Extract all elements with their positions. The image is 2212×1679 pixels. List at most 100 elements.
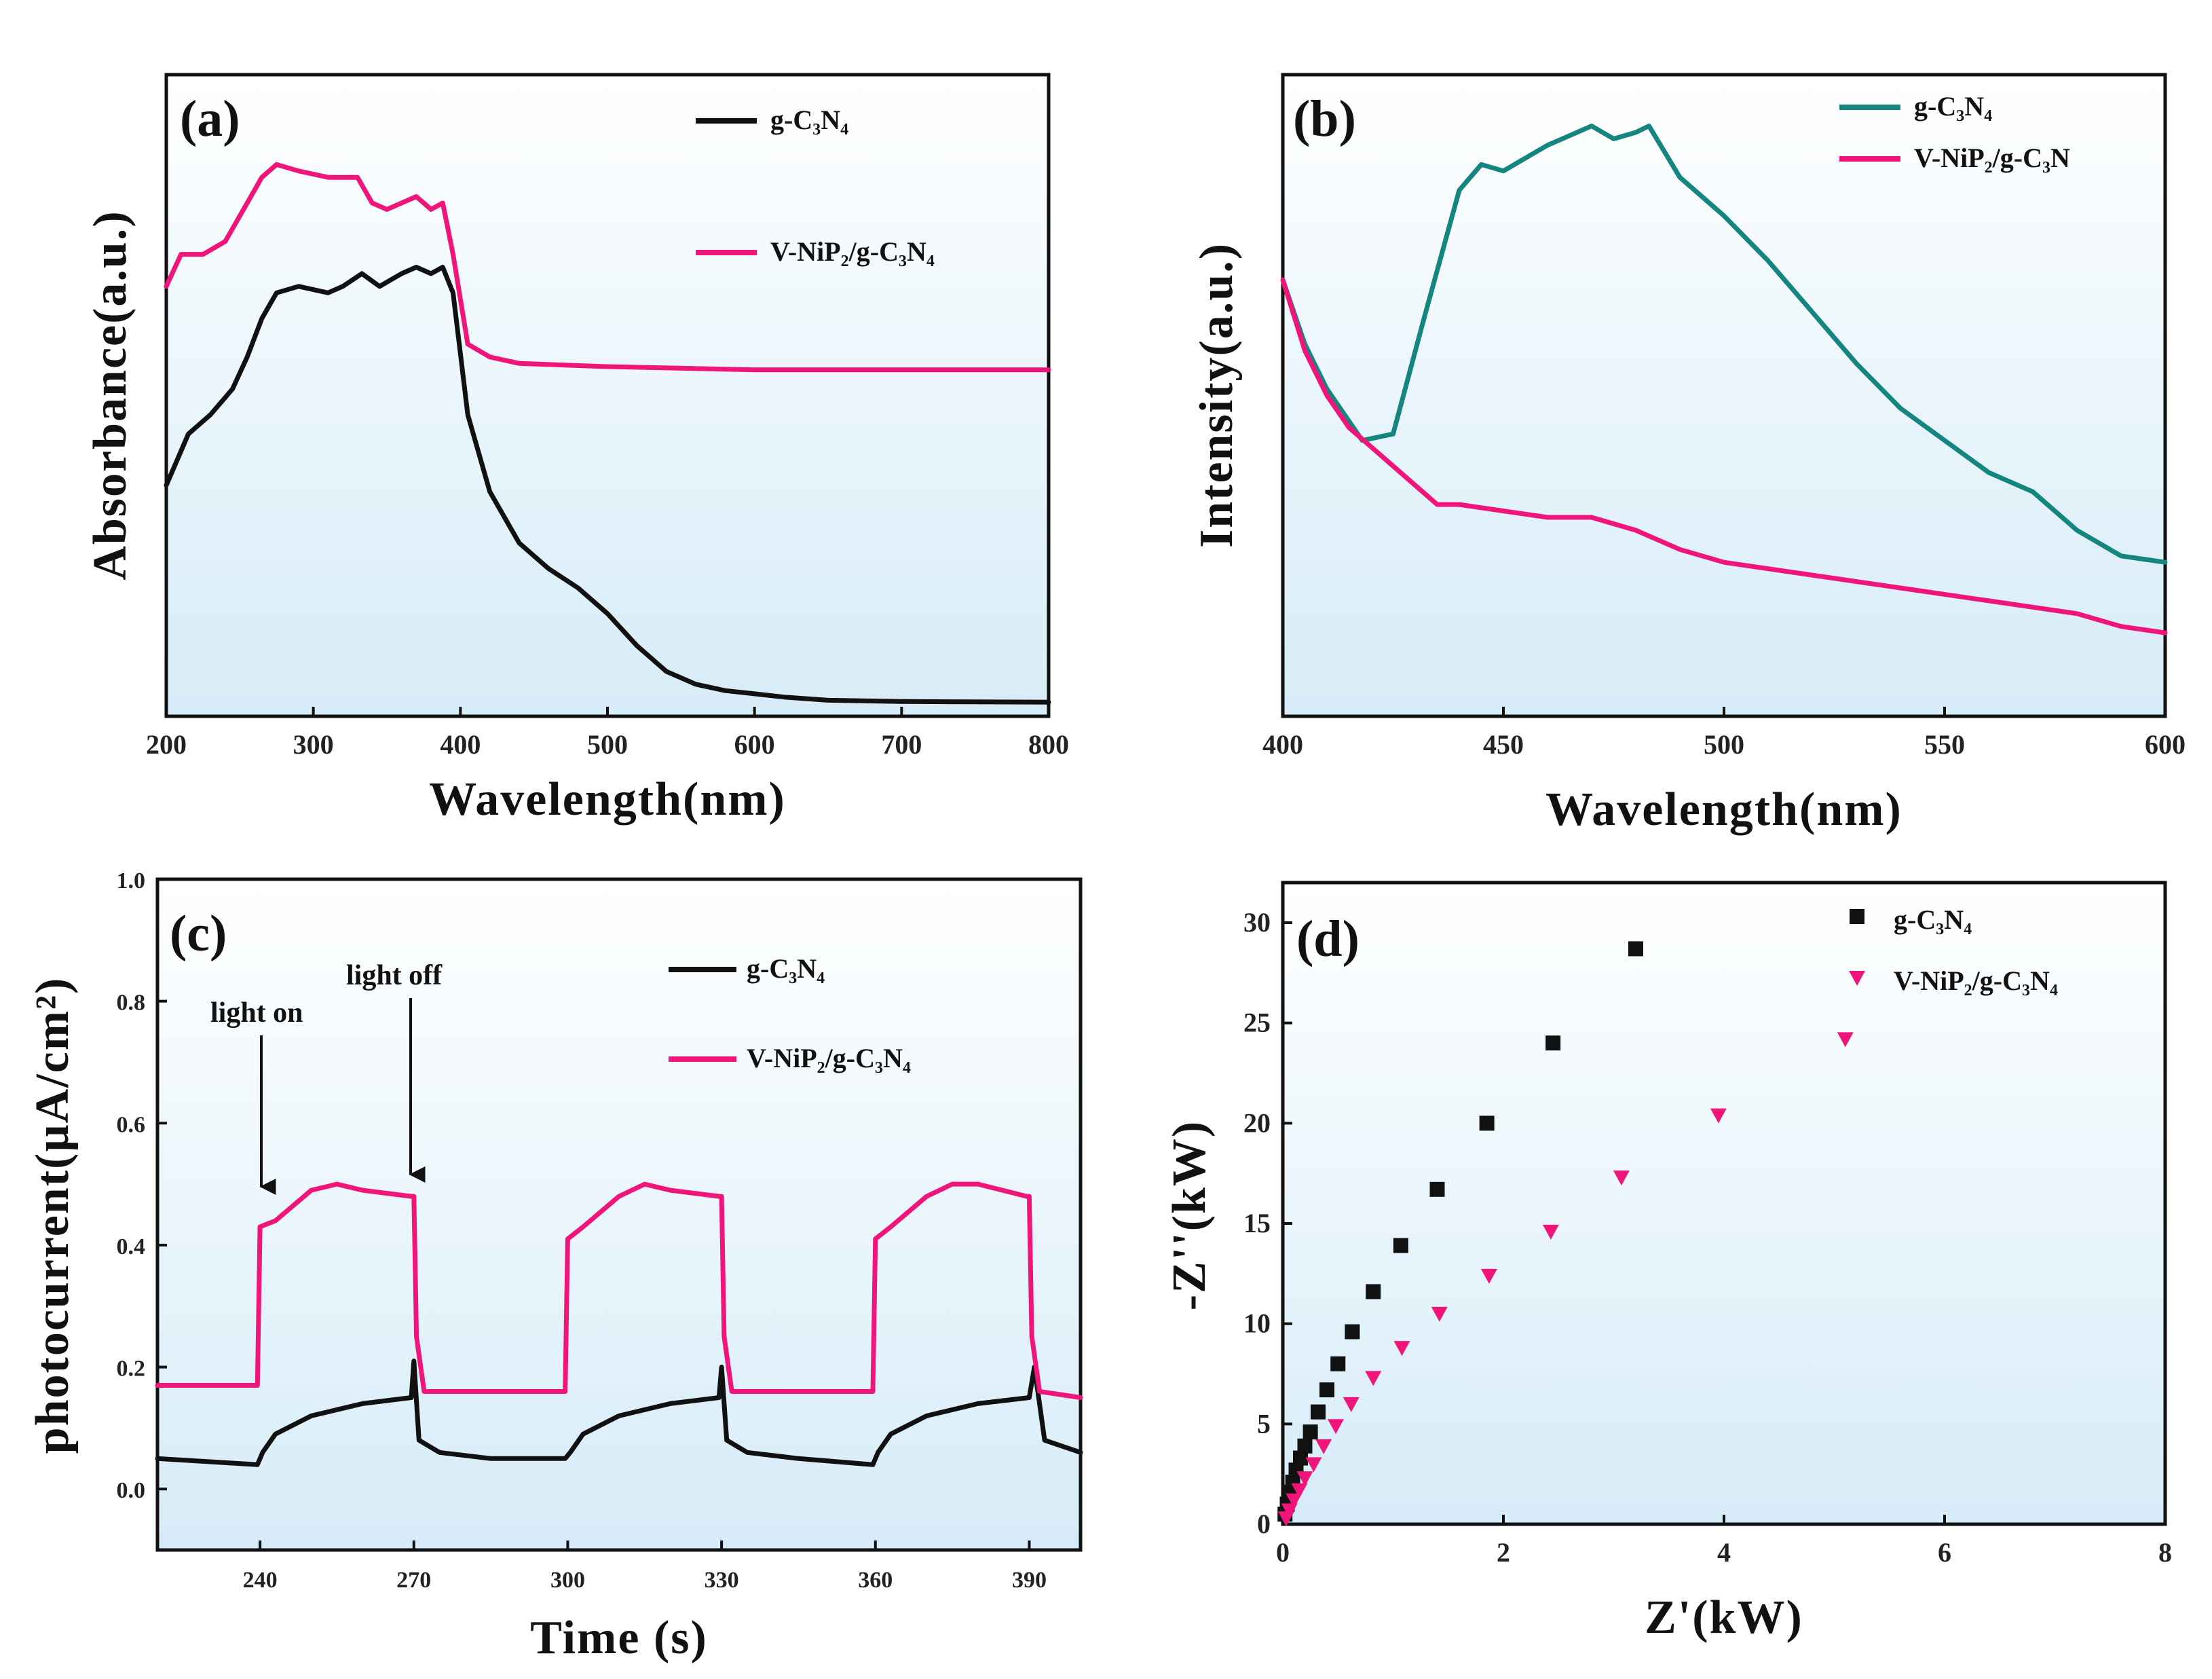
panel-d-point-v-nip-g-c-n (1613, 1170, 1630, 1186)
panel-c: (c) 240 270 300 330 360 390 0.0 0.2 0.4 0.6 0.8 1.… (26, 868, 1083, 1664)
panel-d-point-v-nip-g-c-n (1286, 1493, 1302, 1509)
panel-d-point-v-nip-g-c-n (1710, 1108, 1727, 1124)
panel-c-y-tick-label: 1.0 (117, 868, 146, 893)
panel-a-y-axis-label: Absorbance(a.u.) (84, 210, 136, 580)
panel-d-point-v-nip-g-c-n (1431, 1306, 1448, 1322)
panel-d-point-v-nip-g-c-n (1296, 1471, 1313, 1487)
legend-b-v-nip2-label: V-NiP₂/g-C₃N (1914, 143, 2070, 173)
panel-d-point-g-c-n (1393, 1238, 1408, 1253)
panel-a-x-tick-label: 200 (146, 729, 187, 760)
panel-d-y-ticks: 0 5 10 15 20 25 30 (1243, 907, 1292, 1539)
panel-c-y-axis-label: photocurrent(µA/cm²) (26, 977, 79, 1454)
panel-d-point-g-c-n (1319, 1382, 1334, 1398)
panel-d-point-g-c-n (1479, 1115, 1495, 1131)
legend-d-v-nip2-label: V-NiP₂/g-C₃N₄ (1894, 965, 2058, 996)
panel-d-point-g-c-n (1366, 1284, 1381, 1299)
panel-a-x-tick-label: 600 (734, 729, 775, 760)
panel-b-x-axis-label: Wavelength(nm) (1545, 783, 1902, 836)
panel-d-point-v-nip-g-c-n (1343, 1397, 1360, 1412)
panel-c-x-tick-label: 390 (1012, 1568, 1047, 1593)
panel-d-y-axis-label: -Z''(kW) (1163, 1120, 1216, 1310)
panel-c-x-tick-label: 270 (396, 1568, 431, 1593)
panel-d-y-tick-label: 10 (1243, 1308, 1271, 1339)
panel-d-frame (1281, 881, 2167, 1526)
panel-c-x-axis-label: Time (s) (530, 1612, 708, 1664)
panel-d-point-g-c-n (1302, 1424, 1318, 1440)
panel-a: (a) 200 300 400 500 600 700 800 Wavelength(nm)… (84, 73, 1069, 826)
panel-a-x-tick-label: 300 (293, 729, 334, 760)
panel-c-x-ticks: 240 270 300 330 360 390 (243, 1540, 1047, 1593)
panel-b: (b) 400 450 500 550 600 Wavelength(nm) Inten… (1191, 73, 2186, 836)
panel-c-x-tick-label: 360 (858, 1568, 893, 1593)
panel-d-y-tick-label: 0 (1257, 1509, 1271, 1539)
annotation-light-on: light on (210, 997, 303, 1029)
annotation-light-off: light off (346, 960, 443, 991)
panel-d: (d) 0 2 4 6 8 0 5 10 15 20 25 30 Z'(kW) -Z''(kW) g… (1163, 881, 2172, 1644)
panel-c-series-line-v-nip-g-c-n (155, 1181, 1083, 1400)
panel-d-point-v-nip-g-c-n (1365, 1371, 1382, 1386)
legend-a-g-c3n4-label: g-C₃N₄ (770, 105, 848, 135)
panel-c-x-tick-label: 300 (550, 1568, 585, 1593)
panel-d-point-v-nip-g-c-n (1315, 1439, 1332, 1454)
panel-c-y-tick-label: 0.4 (117, 1234, 146, 1259)
panel-d-point-g-c-n (1293, 1450, 1308, 1466)
panel-c-y-tick-label: 0.8 (117, 991, 146, 1016)
panel-d-point-g-c-n (1297, 1438, 1313, 1454)
panel-d-x-tick-label: 6 (1938, 1537, 1951, 1568)
panel-a-x-ticks: 200 300 400 500 600 700 800 (146, 707, 1069, 760)
panel-b-series-group (1280, 124, 2168, 635)
panel-d-x-tick-label: 0 (1276, 1537, 1290, 1568)
legend-b-g-c3n4-label: g-C₃N₄ (1914, 91, 1992, 122)
panel-b-series-line-v-nip-g-c-n (1280, 277, 2168, 635)
panel-d-point-g-c-n (1628, 941, 1643, 957)
panel-b-label: (b) (1293, 90, 1356, 147)
panel-d-x-tick-label: 4 (1717, 1537, 1731, 1568)
panel-c-label: (c) (170, 905, 227, 962)
panel-b-frame (1281, 73, 2167, 718)
panel-c-y-tick-label: 0.6 (117, 1112, 146, 1137)
panel-a-series-group (164, 162, 1051, 705)
legend-d-g-c3n4-label: g-C₃N₄ (1894, 904, 1972, 935)
panel-d-series-group (1277, 941, 1854, 1527)
panel-b-x-tick-label: 500 (1704, 729, 1744, 760)
panel-d-point-v-nip-g-c-n (1480, 1268, 1497, 1284)
panel-d-x-tick-label: 2 (1497, 1537, 1510, 1568)
panel-c-x-tick-label: 330 (705, 1568, 739, 1593)
legend-c-v-nip2-label: V-NiP₂/g-C₃N₄ (747, 1043, 911, 1073)
legend-a-v-nip2-label: V-NiP₂/g-C₃N₄ (770, 236, 935, 267)
panel-c-y-ticks: 0.0 0.2 0.4 0.6 0.8 1.0 (117, 868, 167, 1503)
panel-a-label: (a) (180, 90, 240, 147)
panel-a-x-tick-label: 800 (1028, 729, 1069, 760)
panel-a-x-axis-label: Wavelength(nm) (429, 773, 786, 826)
panel-c-x-tick-label: 240 (243, 1568, 278, 1593)
panel-d-point-v-nip-g-c-n (1328, 1419, 1344, 1435)
panel-d-point-g-c-n (1330, 1356, 1346, 1371)
panel-a-frame (164, 73, 1051, 718)
panel-d-point-g-c-n (1545, 1035, 1561, 1051)
panel-d-point-v-nip-g-c-n (1393, 1341, 1410, 1357)
panel-b-x-tick-label: 550 (1924, 729, 1965, 760)
panel-d-point-v-nip-g-c-n (1305, 1457, 1322, 1473)
panel-a-x-tick-label: 400 (440, 729, 481, 760)
panel-a-series-line-v-nip-g-c-n (164, 162, 1051, 373)
panel-d-point-v-nip-g-c-n (1837, 1032, 1854, 1048)
legend-d-v-nip2-marker (1849, 971, 1865, 986)
panel-a-x-tick-label: 700 (881, 729, 922, 760)
panel-d-y-tick-label: 15 (1243, 1208, 1271, 1238)
panel-d-point-v-nip-g-c-n (1291, 1483, 1308, 1498)
panel-b-x-tick-label: 400 (1262, 729, 1303, 760)
panel-d-x-axis-label: Z'(kW) (1645, 1591, 1803, 1644)
panel-d-x-tick-label: 8 (2158, 1537, 2172, 1568)
panel-b-y-axis-label: Intensity(a.u.) (1191, 242, 1243, 548)
legend-c-g-c3n4-label: g-C₃N₄ (747, 953, 825, 984)
panel-d-y-tick-label: 5 (1257, 1408, 1271, 1439)
panel-d-point-v-nip-g-c-n (1542, 1224, 1559, 1240)
panel-a-series-line-g-c-n (164, 265, 1051, 705)
panel-a-x-tick-label: 500 (587, 729, 628, 760)
panel-d-y-tick-label: 30 (1243, 907, 1271, 938)
panel-c-y-tick-label: 0.2 (117, 1357, 146, 1382)
legend-d-g-c3n4-marker (1850, 909, 1864, 924)
panel-d-y-tick-label: 25 (1243, 1008, 1271, 1038)
panel-d-y-tick-label: 20 (1243, 1107, 1271, 1138)
